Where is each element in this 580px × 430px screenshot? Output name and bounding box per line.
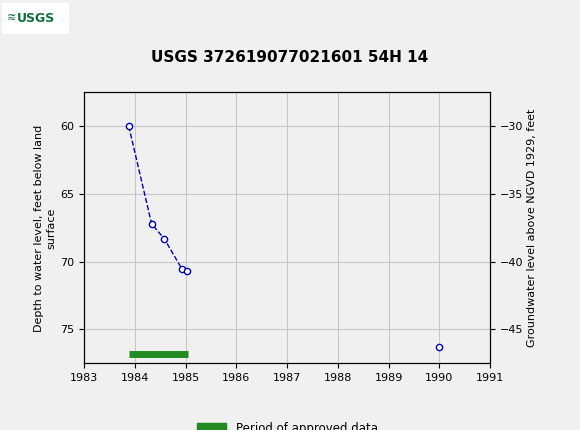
Y-axis label: Depth to water level, feet below land
surface: Depth to water level, feet below land su… [34, 124, 56, 332]
Text: USGS: USGS [17, 12, 55, 25]
FancyBboxPatch shape [2, 3, 69, 34]
Text: ≋: ≋ [7, 13, 16, 23]
Text: USGS 372619077021601 54H 14: USGS 372619077021601 54H 14 [151, 50, 429, 65]
Legend: Period of approved data: Period of approved data [197, 422, 378, 430]
Y-axis label: Groundwater level above NGVD 1929, feet: Groundwater level above NGVD 1929, feet [527, 109, 538, 347]
